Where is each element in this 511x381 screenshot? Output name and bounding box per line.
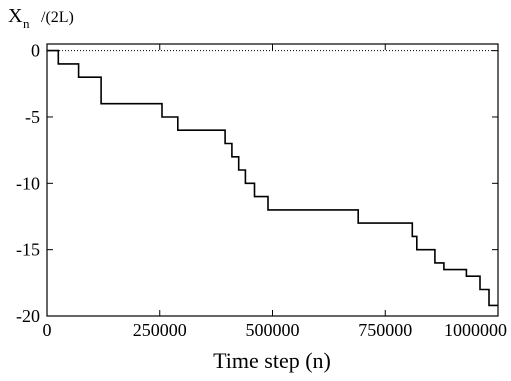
x-tick-label: 500000 [246,320,300,340]
y-axis-label-suffix: /(2L) [41,9,74,26]
plot-area [46,43,499,317]
y-axis-label-main: X [8,5,23,27]
x-axis-label: Time step (n) [213,348,331,373]
y-tick-label: -5 [25,107,40,127]
y-tick-label: -10 [16,173,40,193]
y-tick-label: 0 [31,41,40,61]
x-tick-label: 0 [43,320,52,340]
x-tick-label: 250000 [133,320,187,340]
plot-frame [46,43,499,317]
series-line [47,49,498,307]
x-tick-label: 1000000 [444,320,507,340]
y-axis-label-sub: n [23,16,30,31]
y-axis: 0 -5 -10 -15 -20 [16,41,498,326]
y-tick-label: -15 [16,240,40,260]
y-tick-label: -20 [16,306,40,326]
x-axis: 0 250000 500000 750000 1000000 [43,44,507,340]
x-tick-label: 750000 [358,320,412,340]
